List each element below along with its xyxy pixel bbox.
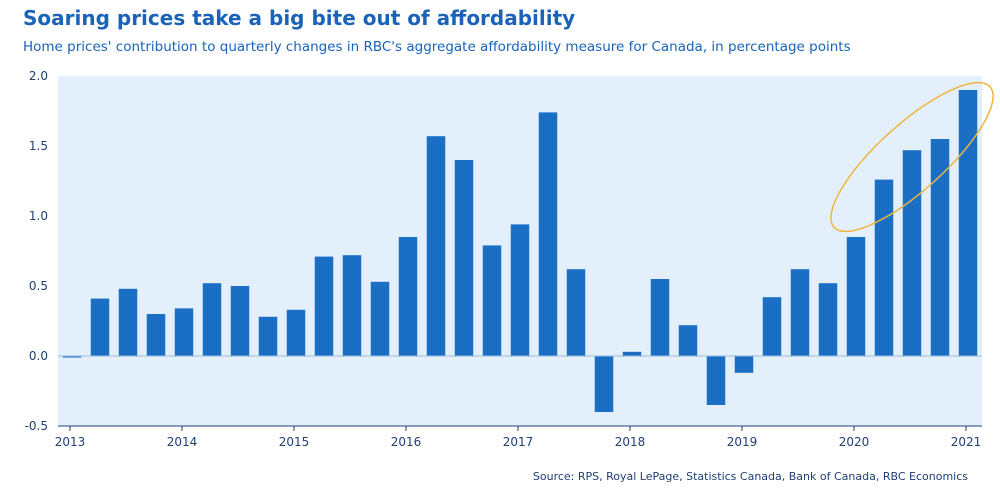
y-tick-label: 1.5 <box>29 139 48 153</box>
bars-group <box>62 90 978 412</box>
bar <box>902 150 922 356</box>
bar <box>790 269 810 356</box>
y-tick-label: 1.0 <box>29 209 48 223</box>
bar <box>118 288 138 356</box>
bar <box>202 283 222 356</box>
bar <box>342 255 362 356</box>
bar <box>538 112 558 357</box>
bar <box>622 351 642 356</box>
bar <box>146 314 166 356</box>
bar <box>258 316 278 356</box>
x-tick-label: 2019 <box>727 435 758 449</box>
y-axis: 2.0 1.5 1.0 0.5 0.0 -0.5 <box>25 69 48 433</box>
x-tick-label: 2021 <box>951 435 982 449</box>
x-tick-label: 2014 <box>167 435 198 449</box>
bar <box>510 224 530 356</box>
bar <box>930 139 950 356</box>
x-tick-label: 2015 <box>279 435 310 449</box>
y-tick-label: 2.0 <box>29 69 48 83</box>
bar <box>846 237 866 356</box>
highlight-ellipse <box>830 81 994 233</box>
chart-title: Soaring prices take a big bite out of af… <box>23 6 576 30</box>
bar <box>426 136 446 356</box>
bar <box>650 279 670 356</box>
bar <box>762 297 782 356</box>
bar <box>874 179 894 356</box>
bar <box>678 325 698 356</box>
x-tick-label: 2013 <box>55 435 86 449</box>
bar <box>734 356 754 373</box>
bar <box>90 298 110 356</box>
bar <box>454 160 474 356</box>
bar <box>286 309 306 356</box>
x-tick-label: 2016 <box>391 435 422 449</box>
bar <box>566 269 586 356</box>
x-axis: 2013 2014 2015 2016 2017 2018 2019 2020 2021 <box>55 426 982 449</box>
x-tick-label: 2018 <box>615 435 646 449</box>
y-tick-label: 0.0 <box>29 349 48 363</box>
bar <box>594 356 614 412</box>
bar <box>706 356 726 405</box>
bar <box>174 308 194 356</box>
x-tick-label: 2020 <box>839 435 870 449</box>
bar <box>370 281 390 356</box>
y-tick-label: -0.5 <box>25 419 48 433</box>
bar <box>818 283 838 356</box>
bar <box>314 256 334 356</box>
bar <box>482 245 502 356</box>
bar <box>958 90 978 356</box>
bar <box>230 286 250 356</box>
source-note: Source: RPS, Royal LePage, Statistics Ca… <box>532 470 968 483</box>
bar <box>398 237 418 356</box>
y-tick-label: 0.5 <box>29 279 48 293</box>
bar <box>62 356 82 358</box>
chart-subtitle: Home prices' contribution to quarterly c… <box>23 39 851 55</box>
x-tick-label: 2017 <box>503 435 534 449</box>
